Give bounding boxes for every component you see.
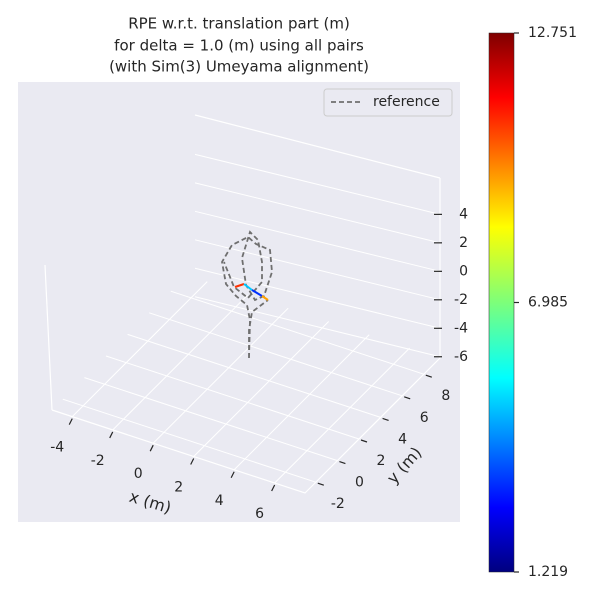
reference-path	[221, 230, 273, 359]
grid-line	[149, 312, 403, 397]
grid-line	[127, 333, 381, 418]
grid-line	[193, 321, 330, 457]
x-tick-label: 6	[255, 506, 264, 522]
grid	[62, 153, 441, 484]
title: (with Sim(3) Umeyama alignment)	[109, 58, 369, 76]
grid-line	[233, 334, 370, 471]
x-tick-label: 2	[174, 479, 183, 495]
colorbar-tick-label: 12.751	[528, 25, 577, 41]
grid-line	[194, 182, 441, 244]
z-tick-label: 4	[459, 206, 468, 222]
grid-line	[194, 153, 441, 215]
z-tick-label: -2	[454, 292, 468, 308]
y-tick-label: -2	[331, 496, 345, 512]
grid-line	[170, 290, 424, 375]
tick-mark	[149, 444, 154, 452]
colorbar-tick-label: 1.219	[528, 564, 568, 580]
legend-label: reference	[373, 94, 440, 110]
box-edges	[44, 114, 441, 494]
grid-line	[194, 267, 441, 329]
tick-mark	[317, 482, 324, 486]
z-tick-label: -6	[454, 349, 468, 365]
z-tick-label: 2	[459, 235, 468, 251]
grid-line	[194, 210, 441, 272]
y-tick-label: 2	[377, 453, 386, 469]
tick-mark	[382, 417, 389, 421]
tick-mark	[339, 461, 346, 465]
y-tick-label: 0	[355, 475, 364, 491]
x-tick-label: -4	[50, 440, 64, 456]
grid-line	[62, 398, 316, 483]
grid-line	[71, 281, 208, 417]
tick-mark	[360, 439, 368, 443]
tick-mark	[230, 471, 235, 479]
trajectory	[243, 283, 253, 291]
grid-line	[105, 355, 360, 440]
plot-area	[18, 82, 460, 522]
tick-mark	[68, 418, 73, 425]
z-tick-label: -4	[454, 320, 468, 336]
tick-mark	[404, 396, 411, 400]
tick-mark	[109, 431, 114, 439]
grid-line	[84, 377, 338, 462]
x-tick-label: 0	[134, 466, 143, 482]
legend: reference	[323, 88, 453, 117]
trajectory	[234, 283, 245, 288]
grid-line	[194, 239, 441, 301]
trajectory	[261, 295, 269, 301]
title: for delta = 1.0 (m) using all pairs	[114, 37, 364, 55]
legend-box	[323, 88, 453, 117]
grid-line	[274, 347, 410, 484]
grid-line	[194, 296, 441, 358]
colorbar-tick-label: 6.985	[528, 295, 568, 311]
x-tick-label: -2	[91, 453, 105, 469]
tick-mark	[271, 484, 276, 492]
y-tick-label: 6	[420, 410, 429, 426]
tick-mark	[425, 374, 432, 378]
grid-line	[152, 307, 289, 444]
x-tick-label: 4	[215, 493, 224, 509]
y-tick-label: 4	[398, 431, 407, 447]
colorbar	[488, 32, 515, 573]
title: RPE w.r.t. translation part (m)	[128, 15, 350, 33]
trajectory	[251, 289, 263, 297]
tick-mark	[190, 458, 195, 465]
grid-line	[112, 294, 249, 431]
y-tick-label: 8	[441, 388, 450, 404]
z-tick-label: 0	[459, 263, 468, 279]
